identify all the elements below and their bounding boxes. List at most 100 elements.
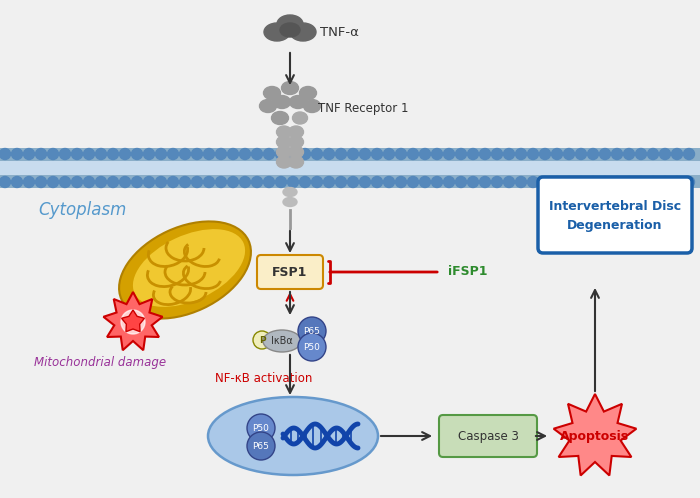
Circle shape [491,148,503,159]
Circle shape [431,148,442,159]
Circle shape [552,148,563,159]
Ellipse shape [272,112,288,124]
Circle shape [179,148,190,159]
Circle shape [36,148,46,159]
Circle shape [108,176,118,188]
Circle shape [468,176,479,188]
Circle shape [347,148,358,159]
FancyBboxPatch shape [538,177,692,253]
Circle shape [552,176,563,188]
Circle shape [372,176,382,188]
Ellipse shape [281,82,298,95]
Circle shape [503,176,514,188]
Circle shape [503,148,514,159]
Text: iFSP1: iFSP1 [448,264,487,277]
Circle shape [456,148,466,159]
Ellipse shape [288,136,304,148]
Circle shape [312,148,323,159]
Circle shape [300,176,311,188]
Circle shape [276,148,286,159]
Ellipse shape [263,87,281,100]
Circle shape [648,176,659,188]
Circle shape [456,176,466,188]
Text: IκBα: IκBα [271,336,293,346]
Circle shape [575,176,587,188]
Circle shape [263,176,274,188]
Circle shape [276,176,286,188]
Circle shape [671,176,682,188]
Circle shape [575,148,587,159]
Circle shape [0,148,10,159]
Ellipse shape [288,126,304,138]
Circle shape [144,148,155,159]
Text: TNF-α: TNF-α [320,25,359,38]
Circle shape [121,310,145,334]
Circle shape [132,176,143,188]
Circle shape [120,176,130,188]
Circle shape [11,176,22,188]
Circle shape [60,148,71,159]
Ellipse shape [276,126,291,138]
Circle shape [599,176,610,188]
Circle shape [360,148,370,159]
Circle shape [83,148,94,159]
Circle shape [48,176,59,188]
Circle shape [0,176,10,188]
Text: P65: P65 [304,327,321,336]
Bar [0,175,700,188]
Circle shape [48,148,59,159]
Circle shape [204,148,214,159]
Circle shape [288,148,298,159]
Ellipse shape [274,96,290,109]
Bar [0,148,700,161]
Circle shape [253,331,271,349]
Circle shape [239,148,251,159]
Text: Mitochondrial damage: Mitochondrial damage [34,356,166,369]
Circle shape [83,176,94,188]
Circle shape [312,176,323,188]
Circle shape [407,148,419,159]
Circle shape [192,148,202,159]
Ellipse shape [276,146,291,158]
Circle shape [251,176,262,188]
Circle shape [167,176,178,188]
Circle shape [71,148,83,159]
Circle shape [540,176,550,188]
Circle shape [540,148,550,159]
Ellipse shape [276,156,291,168]
Circle shape [360,176,370,188]
Circle shape [528,176,538,188]
Circle shape [659,148,671,159]
Circle shape [155,176,167,188]
Circle shape [228,148,239,159]
Circle shape [468,148,479,159]
Circle shape [216,148,227,159]
Circle shape [419,148,430,159]
Circle shape [11,148,22,159]
Circle shape [247,414,275,442]
Circle shape [636,148,647,159]
Ellipse shape [304,100,321,113]
Polygon shape [122,310,144,332]
Circle shape [491,176,503,188]
Circle shape [298,317,326,345]
Circle shape [216,176,227,188]
Circle shape [612,148,622,159]
Circle shape [372,148,382,159]
Text: TNF Receptor 1: TNF Receptor 1 [318,102,409,115]
Circle shape [515,148,526,159]
Circle shape [204,176,214,188]
Circle shape [395,148,407,159]
Circle shape [288,176,298,188]
Ellipse shape [263,330,301,352]
Circle shape [335,148,346,159]
Text: FSP1: FSP1 [272,265,308,278]
Circle shape [444,148,454,159]
Circle shape [515,176,526,188]
Circle shape [144,176,155,188]
Circle shape [228,176,239,188]
Circle shape [648,148,659,159]
Circle shape [36,176,46,188]
Text: P50: P50 [304,343,321,352]
Polygon shape [104,292,162,350]
